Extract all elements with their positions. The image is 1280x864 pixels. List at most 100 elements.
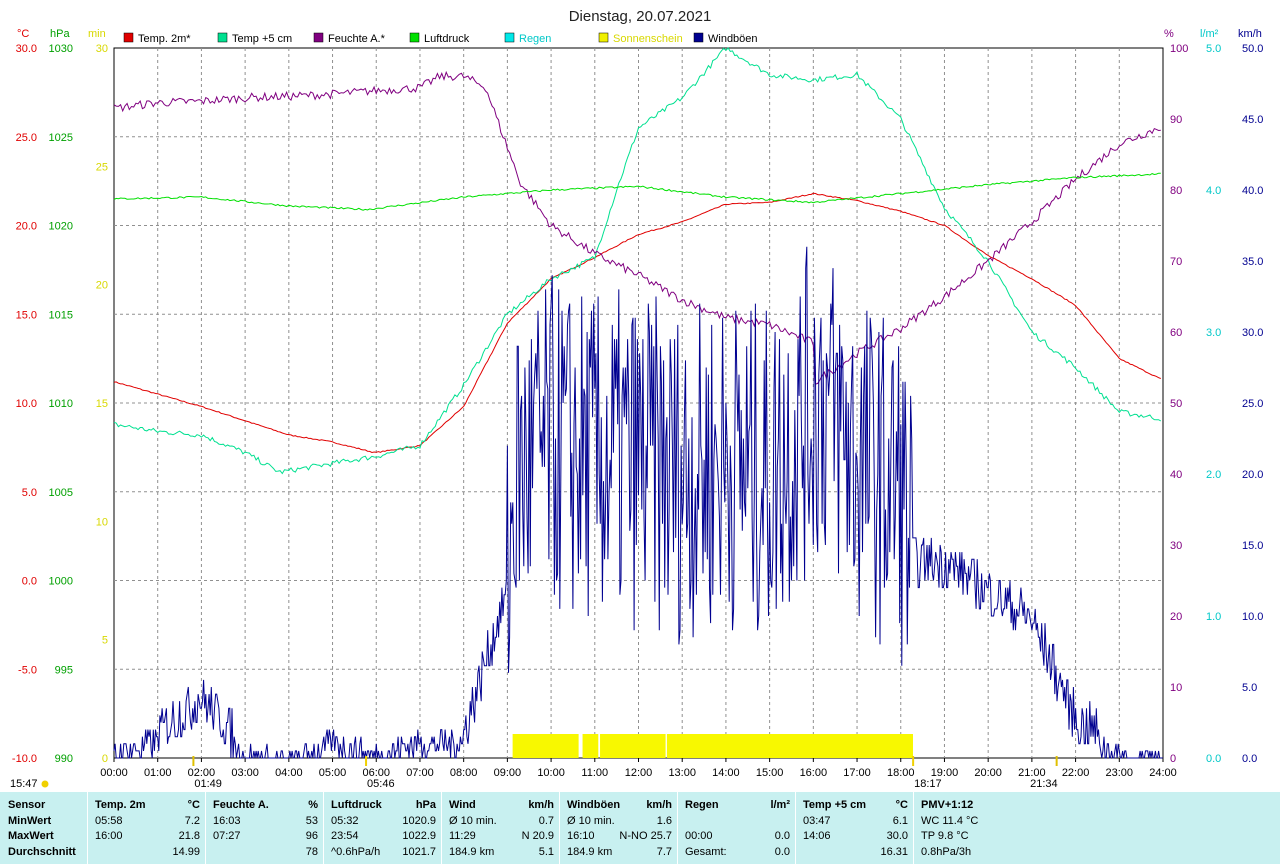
stats-cell-value: 0.0: [774, 846, 790, 858]
temp-tick: 20.0: [16, 221, 37, 233]
x-tick-label: 12:00: [625, 767, 653, 779]
x-tick-label: 24:00: [1149, 767, 1177, 779]
stats-block-name: Regen: [685, 799, 719, 811]
astro-markers: 15:47 01:49 05:46 18:17 21:34: [10, 756, 1058, 790]
x-tick-label: 11:00: [581, 767, 608, 779]
legend-swatch: [504, 32, 515, 43]
stats-block: Temp +5 cm °C 03:47 6.1 14:06 30.0 16.31: [795, 792, 914, 864]
wind-tick: 10.0: [1242, 611, 1263, 623]
legend-label: Temp. 2m*: [138, 33, 191, 45]
wind-tick: 30.0: [1242, 327, 1263, 339]
rain-tick: 4.0: [1206, 185, 1221, 197]
y-axes: 30.025.020.015.010.05.00.0-5.0-10.010301…: [12, 43, 1264, 765]
legend-label: Regen: [519, 33, 551, 45]
legend: Temp. 2m* Temp +5 cm Feuchte A.* Luftdruck R…: [123, 32, 758, 45]
series-line: [113, 192, 1161, 454]
x-tick-label: 14:00: [712, 767, 740, 779]
unit-rain: l/m²: [1200, 28, 1219, 40]
x-tick-label: 03:00: [231, 767, 259, 779]
stats-block-name: PMV+1:12: [921, 799, 974, 811]
legend-label: Luftdruck: [424, 33, 470, 45]
temp-tick: -5.0: [18, 664, 37, 676]
stats-cell-value: 1.6: [656, 815, 672, 827]
legend-swatch: [409, 32, 420, 43]
stats-cell-label: 16:03: [213, 815, 241, 827]
stats-block: Wind km/h Ø 10 min. 0.7 11:29 N 20.9 184.9 km 5…: [441, 792, 560, 864]
sun-tick: 30: [96, 43, 108, 55]
moonset-label: 21:34: [1030, 778, 1058, 790]
stats-cell-value: 78: [305, 846, 318, 858]
sun-tick: 15: [96, 398, 108, 410]
stats-block-unit: l/m²: [770, 799, 790, 811]
stats-block: Windböen km/h Ø 10 min. 1.6 16:10 N-NO 25.7 18…: [559, 792, 678, 864]
wind-tick: 45.0: [1242, 114, 1263, 126]
x-tick-label: 02:00: [188, 767, 216, 779]
stats-cell-value: 21.8: [178, 830, 200, 842]
unit-press: hPa: [50, 28, 70, 40]
stats-cell-value: 0.0: [774, 830, 790, 842]
stats-block-name: Feuchte A.: [213, 799, 269, 811]
x-tick-label: 09:00: [494, 767, 522, 779]
temp-tick: 15.0: [16, 309, 37, 321]
stats-block-unit: km/h: [646, 799, 672, 811]
stats-cell-value: 6.1: [892, 815, 908, 827]
sun-tick: 25: [96, 161, 108, 173]
row-label-avg: Durchschnitt: [8, 846, 76, 858]
temp-tick: 30.0: [16, 43, 37, 55]
press-tick: 1000: [49, 576, 73, 588]
x-tick-label: 06:00: [362, 767, 390, 779]
stats-cell-label: Ø 10 min.: [449, 815, 497, 827]
press-tick: 995: [55, 664, 73, 676]
stats-cell-label: 11:29: [449, 830, 476, 842]
sun-tick: 5: [102, 635, 108, 647]
stats-cell-value: 0.7: [538, 815, 554, 827]
temp-tick: -10.0: [12, 753, 37, 765]
stats-cell-value: 53: [305, 815, 318, 827]
sunshine-bar: [666, 734, 913, 758]
series-line: [113, 70, 1161, 385]
stats-cell-value: 96: [305, 830, 318, 842]
hum-tick: 50: [1170, 398, 1182, 410]
hum-tick: 30: [1170, 540, 1182, 552]
sun-tick: 0: [102, 753, 108, 765]
stats-block-unit: hPa: [415, 799, 436, 811]
stats-cell-label: 184.9 km: [449, 846, 495, 858]
unit-wind: km/h: [1238, 28, 1262, 40]
stats-cell-label: WC 11.4 °C: [921, 815, 979, 827]
stats-cell-label: Gesamt:: [685, 846, 727, 858]
legend-swatch: [598, 32, 609, 43]
sunset-label: 18:17: [914, 778, 942, 790]
sunshine-bar: [582, 734, 599, 758]
x-tick-label: 21:00: [1018, 767, 1046, 779]
x-tick-label: 15:00: [756, 767, 784, 779]
weather-chart: Dienstag, 20.07.2021 °C hPa min % l/m² k…: [10, 8, 1264, 790]
wind-tick: 5.0: [1242, 682, 1257, 694]
unit-hum: %: [1164, 28, 1174, 40]
stats-cell-label: 16:00: [95, 830, 123, 842]
rain-tick: 2.0: [1206, 469, 1221, 481]
sunshine-bars: [512, 734, 913, 758]
press-tick: 1030: [49, 43, 73, 55]
legend-swatch: [693, 32, 704, 43]
moonrise-label: 01:49: [194, 778, 222, 790]
press-tick: 1025: [49, 132, 73, 144]
row-label-min: MinWert: [8, 815, 52, 827]
stats-block-unit: °C: [895, 799, 908, 811]
hum-tick: 0: [1170, 753, 1176, 765]
stats-block-unit: °C: [187, 799, 200, 811]
stats-block-name: Luftdruck: [331, 799, 382, 811]
press-tick: 1015: [49, 309, 73, 321]
x-axis: 00:00 01:00 02:00 03:00 04:00 05:00 06:00 07:00…: [100, 758, 1177, 779]
stats-cell-label: 23:54: [331, 830, 359, 842]
legend-swatch: [313, 32, 324, 43]
temp-tick: 25.0: [16, 132, 37, 144]
stats-cell-value: 1021.7: [402, 846, 436, 858]
x-tick-label: 23:00: [1106, 767, 1134, 779]
hum-tick: 20: [1170, 611, 1182, 623]
hum-tick: 90: [1170, 114, 1182, 126]
unit-sun: min: [88, 28, 106, 40]
stats-cell-value: 1020.9: [402, 815, 436, 827]
wind-tick: 35.0: [1242, 256, 1263, 268]
stats-block: PMV+1:12 WC 11.4 °C TP 9.8 °C 0.8hPa/3h: [913, 792, 1032, 864]
legend-label: Temp +5 cm: [232, 33, 292, 45]
